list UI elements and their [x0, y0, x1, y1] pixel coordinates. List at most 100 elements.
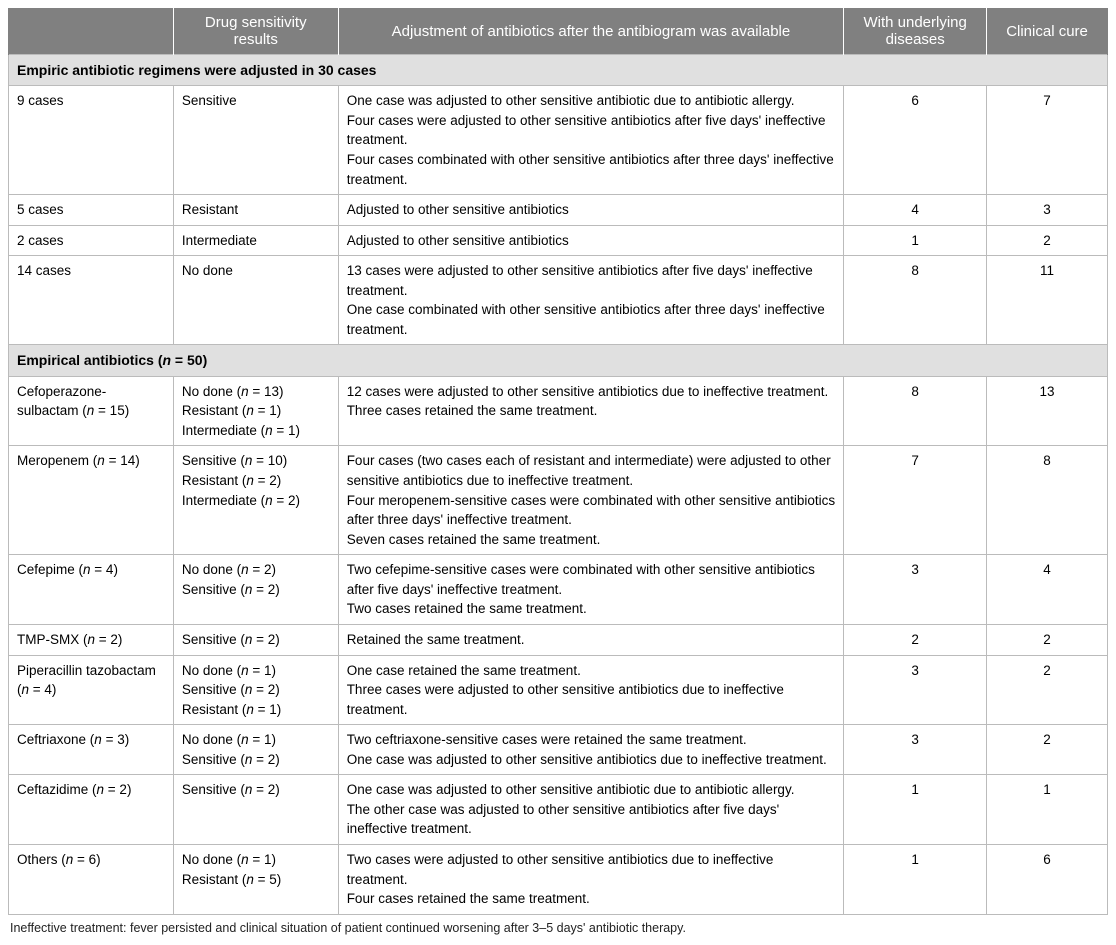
cell-sensitivity: No done (n = 2)Sensitive (n = 2) — [173, 555, 338, 625]
cell-adjustment: Adjusted to other sensitive antibiotics — [338, 225, 844, 256]
cell-adjustment: Two cases were adjusted to other sensiti… — [338, 845, 844, 915]
text-line: Sensitive (n = 2) — [182, 630, 330, 650]
italic-n: n — [245, 453, 253, 468]
cell-sensitivity: No done — [173, 256, 338, 345]
table-row: Ceftriaxone (n = 3)No done (n = 1)Sensit… — [9, 725, 1108, 775]
table-row: Meropenem (n = 14) Sensitive (n = 10)Resi… — [9, 446, 1108, 555]
cell-antibiotic: Ceftriaxone (n = 3) — [9, 725, 174, 775]
cell-adjustment: One case was adjusted to other sensitive… — [338, 86, 844, 195]
table-row: 5 casesResistantAdjusted to other sensit… — [9, 195, 1108, 226]
text-line: Intermediate (n = 1) — [182, 421, 330, 441]
antibiotic-table: Drug sensitivity results Adjustment of a… — [8, 8, 1108, 915]
text-line: Retained the same treatment. — [347, 630, 836, 650]
cell-cure: 2 — [987, 725, 1108, 775]
italic-n: n — [97, 782, 105, 797]
italic-n: n — [22, 682, 30, 697]
table-row: 14 casesNo done13 cases were adjusted to… — [9, 256, 1108, 345]
text-line: One case retained the same treatment. — [347, 661, 836, 681]
text-line: Four meropenem-sensitive cases were comb… — [347, 491, 836, 530]
table-row: Others (n = 6) No done (n = 1)Resistant (… — [9, 845, 1108, 915]
text-line: Sensitive (n = 10) — [182, 451, 330, 471]
cell-underlying: 2 — [844, 624, 987, 655]
text-line: Seven cases retained the same treatment. — [347, 530, 836, 550]
text-line: Sensitive (n = 2) — [182, 780, 330, 800]
section-header: Empirical antibiotics (n = 50) — [9, 345, 1108, 376]
cell-underlying: 1 — [844, 225, 987, 256]
italic-n: n — [97, 453, 105, 468]
cell-underlying: 1 — [844, 775, 987, 845]
cell-cure: 7 — [987, 86, 1108, 195]
cell-adjustment: Two ceftriaxone-sensitive cases were ret… — [338, 725, 844, 775]
text-line: Two cases retained the same treatment. — [347, 599, 836, 619]
cell-cure: 13 — [987, 376, 1108, 446]
cell-underlying: 1 — [844, 845, 987, 915]
text-line: Two ceftriaxone-sensitive cases were ret… — [347, 730, 836, 750]
text-line: Sensitive (n = 2) — [182, 580, 330, 600]
italic-n: n — [245, 632, 253, 647]
italic-n: n — [245, 752, 253, 767]
italic-n: n — [265, 493, 273, 508]
cell-antibiotic: Cefepime (n = 4) — [9, 555, 174, 625]
cell-adjustment: 13 cases were adjusted to other sensitiv… — [338, 256, 844, 345]
table-row: Ceftazidime (n = 2)Sensitive (n = 2)One … — [9, 775, 1108, 845]
italic-n: n — [245, 582, 253, 597]
text-line: Three cases were adjusted to other sensi… — [347, 680, 836, 719]
cell-sensitivity: Sensitive (n = 2) — [173, 775, 338, 845]
section-title: Empirical antibiotics (n = 50) — [9, 345, 1108, 376]
italic-n: n — [162, 352, 171, 368]
cell-antibiotic: Meropenem (n = 14) — [9, 446, 174, 555]
section-title: Empiric antibiotic regimens were adjuste… — [9, 55, 1108, 86]
header-adjustment: Adjustment of antibiotics after the anti… — [338, 8, 844, 55]
text-line: Intermediate — [182, 231, 330, 251]
cell-underlying: 4 — [844, 195, 987, 226]
cell-cure: 2 — [987, 624, 1108, 655]
text-line: Four cases retained the same treatment. — [347, 889, 836, 909]
cell-adjustment: One case was adjusted to other sensitive… — [338, 775, 844, 845]
cell-antibiotic: Others (n = 6) — [9, 845, 174, 915]
text-line: Resistant (n = 5) — [182, 870, 330, 890]
table-row: 9 casesSensitiveOne case was adjusted to… — [9, 86, 1108, 195]
cell-antibiotic: Piperacillin tazobactam (n = 4) — [9, 655, 174, 725]
cell-antibiotic: TMP-SMX (n = 2) — [9, 624, 174, 655]
italic-n: n — [66, 852, 74, 867]
cell-cases: 2 cases — [9, 225, 174, 256]
text-line: Resistant (n = 2) — [182, 471, 330, 491]
italic-n: n — [246, 702, 254, 717]
text-line: One case was adjusted to other sensitive… — [347, 91, 836, 111]
cell-sensitivity: Resistant — [173, 195, 338, 226]
header-underlying: With underlying diseases — [844, 8, 987, 55]
text-line: Four cases combinated with other sensiti… — [347, 150, 836, 189]
text-line: One case was adjusted to other sensitive… — [347, 750, 836, 770]
text-line: Sensitive (n = 2) — [182, 680, 330, 700]
cell-cure: 8 — [987, 446, 1108, 555]
cell-adjustment: Adjusted to other sensitive antibiotics — [338, 195, 844, 226]
text-line: 13 cases were adjusted to other sensitiv… — [347, 261, 836, 300]
text-line: Adjusted to other sensitive antibiotics — [347, 200, 836, 220]
header-row: Drug sensitivity results Adjustment of a… — [9, 8, 1108, 55]
text-line: No done (n = 2) — [182, 560, 330, 580]
section-header: Empiric antibiotic regimens were adjuste… — [9, 55, 1108, 86]
italic-n: n — [245, 782, 253, 797]
text-line: No done (n = 1) — [182, 850, 330, 870]
text-line: Three cases retained the same treatment. — [347, 401, 836, 421]
text-line: Two cefepime-sensitive cases were combin… — [347, 560, 836, 599]
cell-adjustment: Retained the same treatment. — [338, 624, 844, 655]
cell-sensitivity: Sensitive (n = 2) — [173, 624, 338, 655]
text-line: No done (n = 1) — [182, 730, 330, 750]
cell-sensitivity: No done (n = 13)Resistant (n = 1)Interme… — [173, 376, 338, 446]
header-sensitivity: Drug sensitivity results — [173, 8, 338, 55]
text-line: Resistant (n = 1) — [182, 401, 330, 421]
header-cure: Clinical cure — [987, 8, 1108, 55]
cell-underlying: 8 — [844, 256, 987, 345]
italic-n: n — [241, 852, 249, 867]
text-line: Four cases (two cases each of resistant … — [347, 451, 836, 490]
table-body: Empiric antibiotic regimens were adjuste… — [9, 55, 1108, 915]
italic-n: n — [245, 682, 253, 697]
italic-n: n — [94, 732, 102, 747]
cell-underlying: 6 — [844, 86, 987, 195]
italic-n: n — [246, 473, 254, 488]
text-line: Adjusted to other sensitive antibiotics — [347, 231, 836, 251]
cell-sensitivity: No done (n = 1)Sensitive (n = 2) — [173, 725, 338, 775]
text-line: Resistant (n = 1) — [182, 700, 330, 720]
cell-adjustment: Two cefepime-sensitive cases were combin… — [338, 555, 844, 625]
